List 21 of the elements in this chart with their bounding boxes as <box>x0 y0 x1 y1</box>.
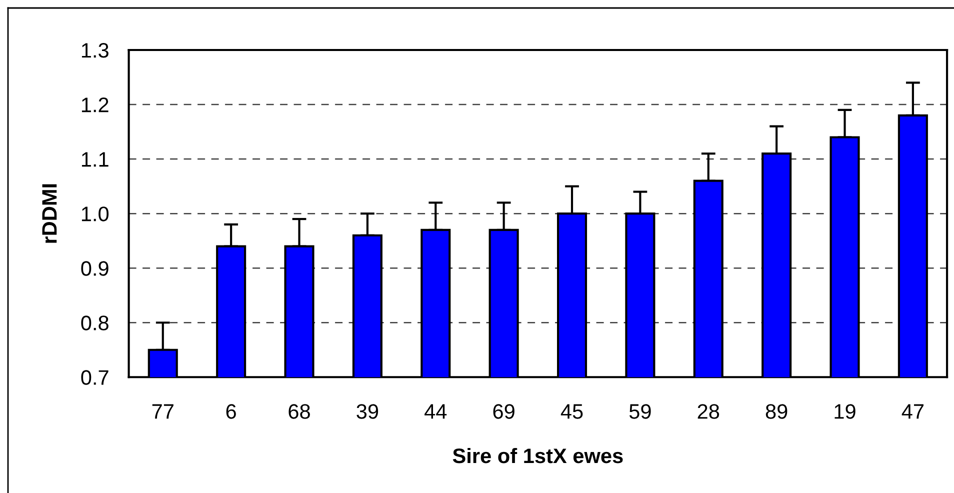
x-tick-label: 59 <box>629 404 651 419</box>
y-axis-title: rDDMI <box>42 184 57 243</box>
y-tick-label: 0.8 <box>81 316 108 330</box>
x-tick-label: 28 <box>698 404 720 419</box>
x-tick-label: 6 <box>226 404 236 419</box>
x-tick-label: 19 <box>834 404 856 419</box>
x-tick-label: 47 <box>902 404 924 419</box>
x-tick-label: 89 <box>766 404 788 419</box>
x-tick-label: 39 <box>356 404 378 419</box>
x-tick-label: 68 <box>288 404 310 419</box>
y-tick-label: 1.3 <box>82 42 108 58</box>
y-tick-label: 1.2 <box>82 98 108 112</box>
y-tick-label: 0.9 <box>81 261 108 276</box>
y-tick-label: 1.0 <box>82 206 109 222</box>
y-tick-label: 1.1 <box>82 152 108 167</box>
x-tick-label: 77 <box>152 404 174 419</box>
x-tick-label: 45 <box>560 404 583 419</box>
x-tick-label: 44 <box>424 404 447 419</box>
y-tick-label: 0.7 <box>81 370 108 385</box>
x-axis-title: Sire of 1stX ewes <box>452 448 623 464</box>
x-tick-label: 69 <box>493 404 514 419</box>
